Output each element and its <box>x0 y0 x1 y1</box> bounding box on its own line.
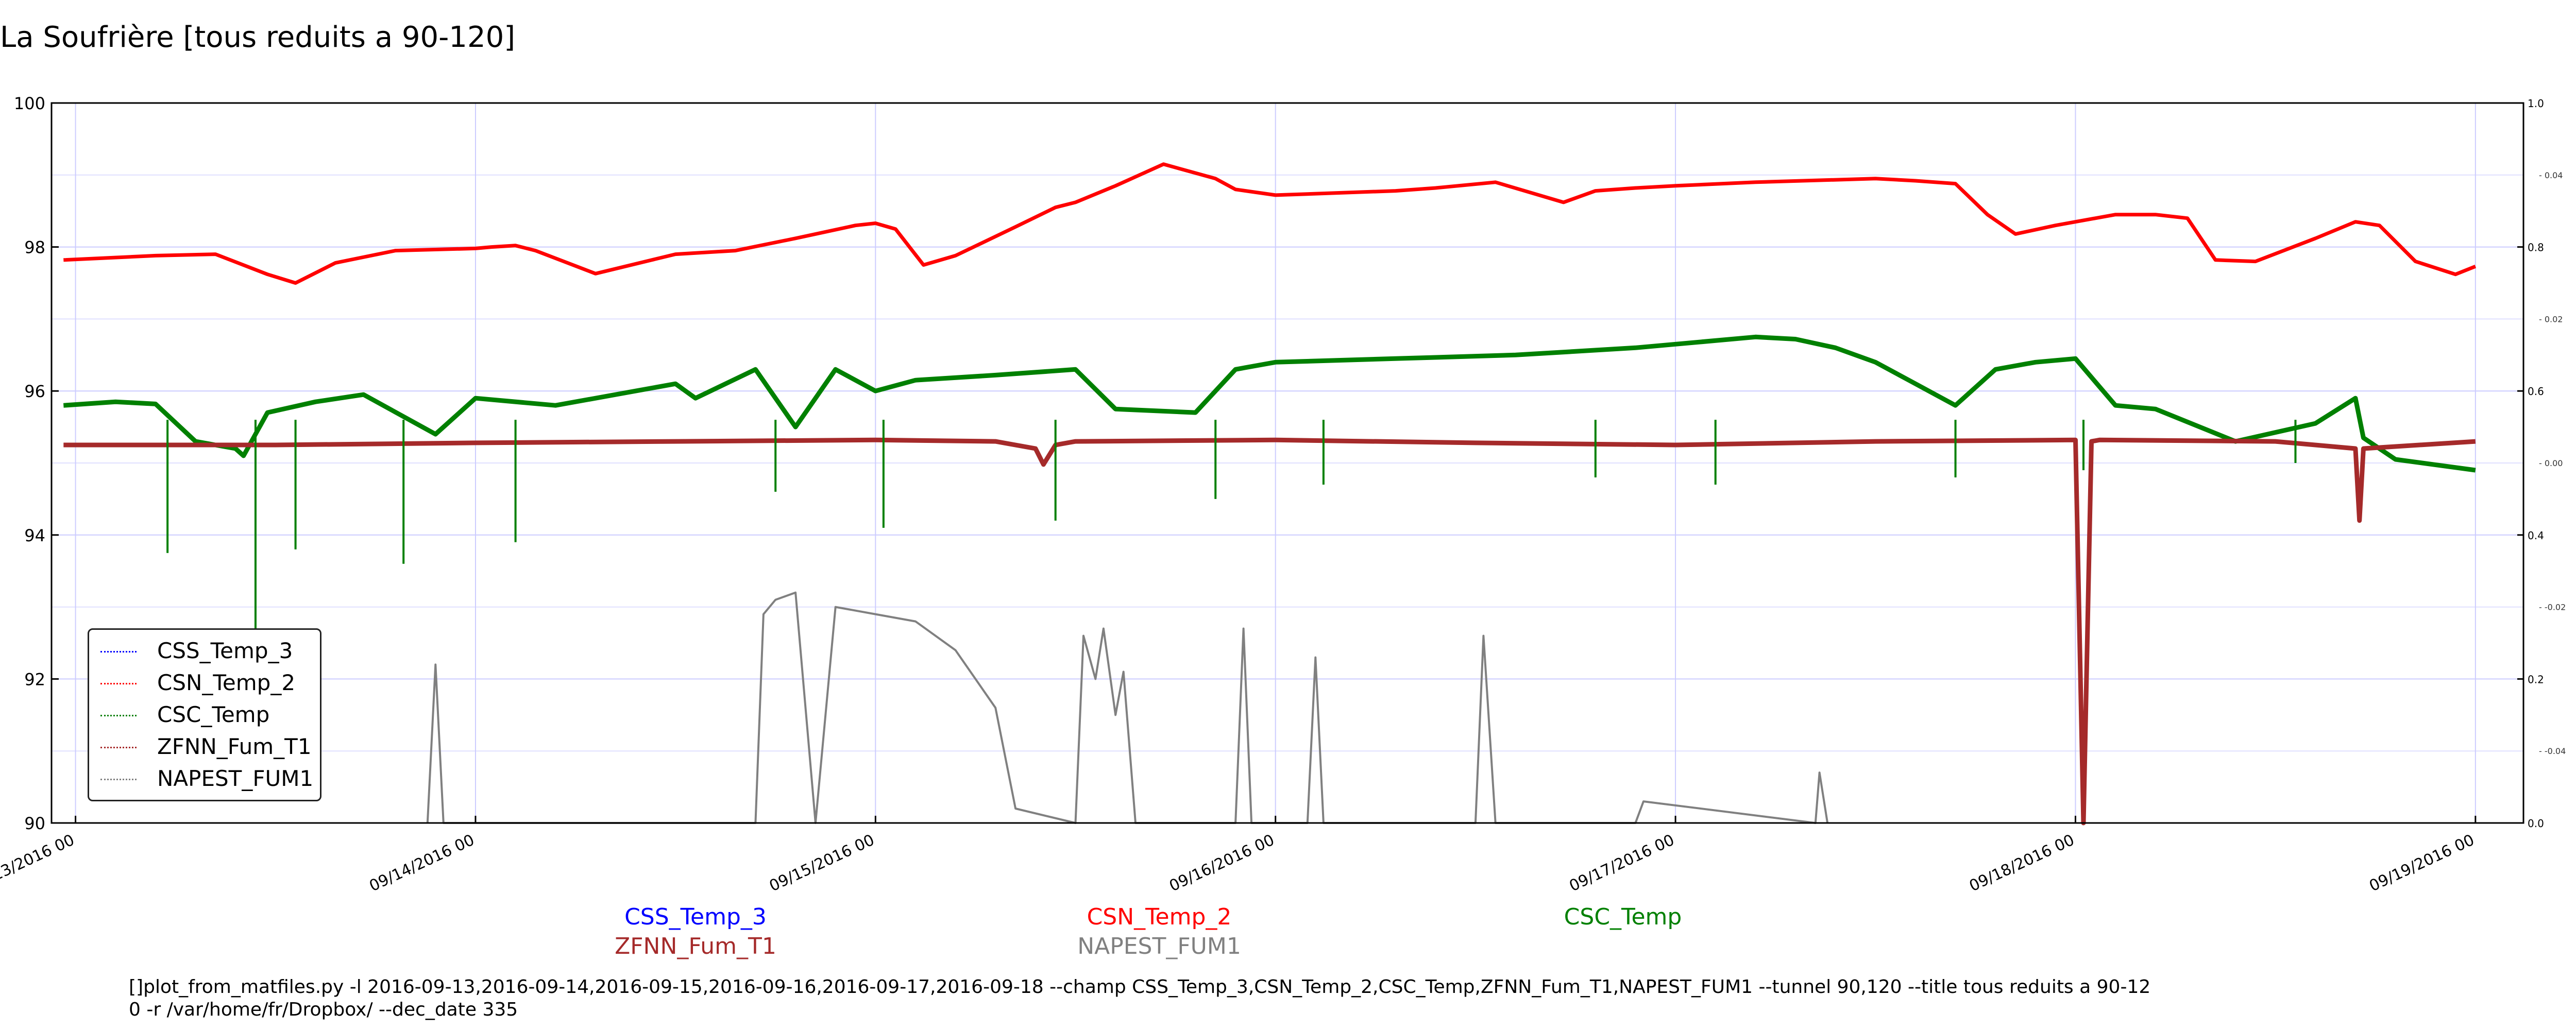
caption-napest: NAPEST_FUM1 <box>1077 933 1241 959</box>
plot-frame <box>50 102 2524 824</box>
legend-label: ZFNN_Fum_T1 <box>157 734 312 759</box>
legend-swatch <box>100 683 137 684</box>
right-tick-label: 0.8 <box>2528 242 2544 254</box>
right-tick-label: 0.4 <box>2528 529 2544 542</box>
y-tick-label: 92 <box>24 670 45 689</box>
series-line-zfnn-fum-t1 <box>63 437 2476 826</box>
series-layer <box>63 162 2477 826</box>
right-tick-label: 0.0 <box>2528 817 2544 830</box>
series-line-csn-temp-2 <box>63 162 2477 285</box>
x-tick-label: 09/13/2016 00 <box>0 831 77 896</box>
caption-csn: CSN_Temp_2 <box>1087 904 1232 930</box>
right-minor-tick-label: - -0.02 <box>2539 603 2566 612</box>
legend-swatch <box>100 779 137 780</box>
caption-css: CSS_Temp_3 <box>624 904 767 930</box>
right-minor-tick-label: - -0.04 <box>2539 746 2566 756</box>
legend-item: NAPEST_FUM1 <box>89 764 320 795</box>
y-tick-label: 96 <box>24 382 45 401</box>
y-tick-label: 98 <box>24 238 45 258</box>
right-tick-label: 0.2 <box>2528 673 2544 685</box>
grid <box>52 102 2523 823</box>
x-tick-label: 09/16/2016 00 <box>1166 831 1277 896</box>
y-tick-label: 90 <box>24 814 45 833</box>
command-line: []plot_from_matfiles.py -l 2016-09-13,20… <box>129 976 2151 1020</box>
right-tick-label: 0.6 <box>2528 385 2544 398</box>
axes: 90 92 94 96 98 100 09/13/2016 00 09/14/2016 00 0… <box>0 94 2566 895</box>
legend-label: CSS_Temp_3 <box>157 638 293 663</box>
caption-zfnn: ZFNN_Fum_T1 <box>615 933 776 959</box>
x-tick-label: 09/18/2016 00 <box>1967 831 2077 896</box>
caption-csc: CSC_Temp <box>1564 904 1682 930</box>
legend-label: CSN_Temp_2 <box>157 670 296 695</box>
x-tick-label: 09/15/2016 00 <box>767 831 877 896</box>
chart-title: La Soufrière [tous reduits a 90-120] <box>0 21 516 54</box>
x-tick-label: 09/14/2016 00 <box>367 831 478 896</box>
legend: CSS_Temp_3 CSN_Temp_2 CSC_Temp ZFNN_Fum_T1 N… <box>88 628 321 801</box>
y-tick-label: 100 <box>14 94 45 113</box>
legend-label: CSC_Temp <box>157 702 270 727</box>
series-line-csc-temp <box>63 334 2476 473</box>
legend-label: NAPEST_FUM1 <box>157 766 314 791</box>
legend-swatch <box>100 651 137 653</box>
legend-item: CSS_Temp_3 <box>89 636 320 667</box>
right-minor-tick-label: - 0.02 <box>2539 314 2563 324</box>
series-line-napest-fum1 <box>426 591 1829 824</box>
legend-item: ZFNN_Fum_T1 <box>89 732 320 763</box>
x-tick-label: 09/17/2016 00 <box>1567 831 1677 896</box>
right-minor-tick-label: - 0.04 <box>2539 170 2563 180</box>
y-tick-label: 94 <box>24 526 45 545</box>
legend-swatch <box>100 715 137 716</box>
right-tick-label: 1.0 <box>2528 97 2544 110</box>
right-minor-tick-label: - 0.00 <box>2539 458 2563 468</box>
legend-item: CSN_Temp_2 <box>89 668 320 699</box>
x-tick-label: 09/19/2016 00 <box>2366 831 2477 896</box>
legend-swatch <box>100 747 137 748</box>
legend-item: CSC_Temp <box>89 700 320 731</box>
